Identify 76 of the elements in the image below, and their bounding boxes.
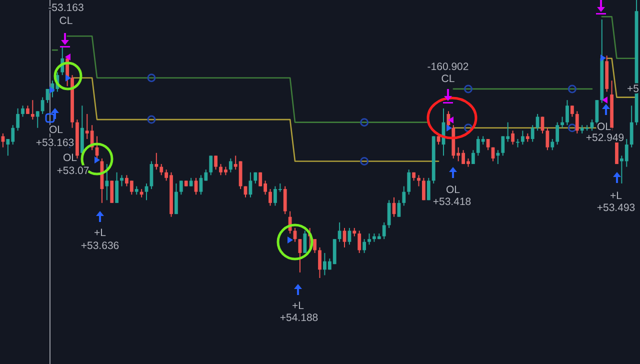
candlestick bbox=[368, 233, 371, 246]
candlestick bbox=[174, 182, 178, 215]
candlestick bbox=[209, 155, 213, 176]
candlestick bbox=[417, 174, 420, 187]
point bbox=[147, 74, 156, 82]
candlestick bbox=[318, 246, 322, 278]
candlestick bbox=[575, 110, 579, 134]
candlestick bbox=[486, 138, 490, 151]
candlestick bbox=[397, 200, 401, 218]
candlestick bbox=[520, 130, 524, 146]
candlestick bbox=[566, 100, 569, 126]
candlestick bbox=[560, 116, 564, 128]
candlestick bbox=[1, 132, 5, 148]
point bbox=[568, 124, 576, 132]
candlestick bbox=[313, 238, 317, 254]
candlestick bbox=[530, 124, 534, 142]
candlestick bbox=[338, 222, 342, 242]
candlestick bbox=[342, 227, 346, 248]
candlestick bbox=[283, 186, 287, 215]
annotation: +53.07 bbox=[56, 165, 90, 177]
candlestick bbox=[120, 174, 124, 187]
candlestick bbox=[471, 150, 475, 165]
candlestick bbox=[550, 138, 554, 151]
annotation: +53.493 bbox=[596, 202, 636, 214]
point bbox=[360, 156, 369, 166]
candlestick bbox=[556, 122, 560, 146]
candlestick bbox=[358, 230, 362, 254]
candlestick bbox=[36, 110, 40, 128]
candlestick bbox=[362, 238, 366, 254]
annotation: OL bbox=[62, 152, 78, 164]
candlestick bbox=[546, 127, 550, 151]
candlestick bbox=[407, 169, 411, 196]
annotation: +L bbox=[94, 227, 106, 239]
candlestick bbox=[214, 155, 218, 170]
annotation: +53.418 bbox=[432, 196, 472, 208]
candlestick bbox=[115, 172, 119, 204]
candlestick bbox=[268, 188, 272, 206]
text: +54.188 bbox=[280, 312, 318, 324]
candlestick bbox=[496, 150, 500, 165]
annotation: OL bbox=[596, 121, 612, 133]
candlestick bbox=[382, 222, 386, 240]
candlestick bbox=[160, 164, 164, 176]
annotation: +L bbox=[610, 190, 622, 202]
annotation: -160.902 bbox=[427, 61, 469, 73]
candlestick bbox=[570, 105, 574, 118]
point bbox=[464, 124, 472, 132]
candlestick bbox=[179, 180, 183, 196]
candlestick bbox=[154, 152, 158, 170]
text: +L bbox=[292, 300, 304, 312]
candlestick bbox=[516, 138, 520, 148]
candlestick bbox=[194, 177, 198, 196]
candlestick bbox=[426, 177, 430, 201]
candlestick bbox=[303, 230, 307, 254]
candlestick bbox=[228, 158, 232, 173]
candlestick bbox=[21, 105, 24, 118]
candlestick bbox=[293, 227, 297, 242]
annotation: +53.636 bbox=[80, 240, 120, 252]
candlestick bbox=[422, 177, 426, 201]
point bbox=[147, 115, 156, 124]
annotation: +52.949 bbox=[586, 132, 624, 144]
annotation: CL bbox=[59, 15, 73, 27]
candlestick bbox=[511, 130, 514, 146]
point bbox=[360, 118, 369, 127]
annotation: CL bbox=[441, 73, 455, 85]
point bbox=[464, 84, 472, 94]
candlestick bbox=[30, 100, 34, 120]
candlestick bbox=[595, 100, 599, 126]
candlestick bbox=[40, 96, 44, 114]
candlestick bbox=[105, 164, 109, 201]
candlestick bbox=[402, 186, 406, 206]
point bbox=[568, 84, 576, 94]
candlestick bbox=[348, 227, 352, 246]
candlestick bbox=[110, 180, 114, 204]
candlestick bbox=[16, 108, 20, 132]
annotation: OL bbox=[446, 184, 460, 196]
candlestick bbox=[630, 105, 634, 148]
